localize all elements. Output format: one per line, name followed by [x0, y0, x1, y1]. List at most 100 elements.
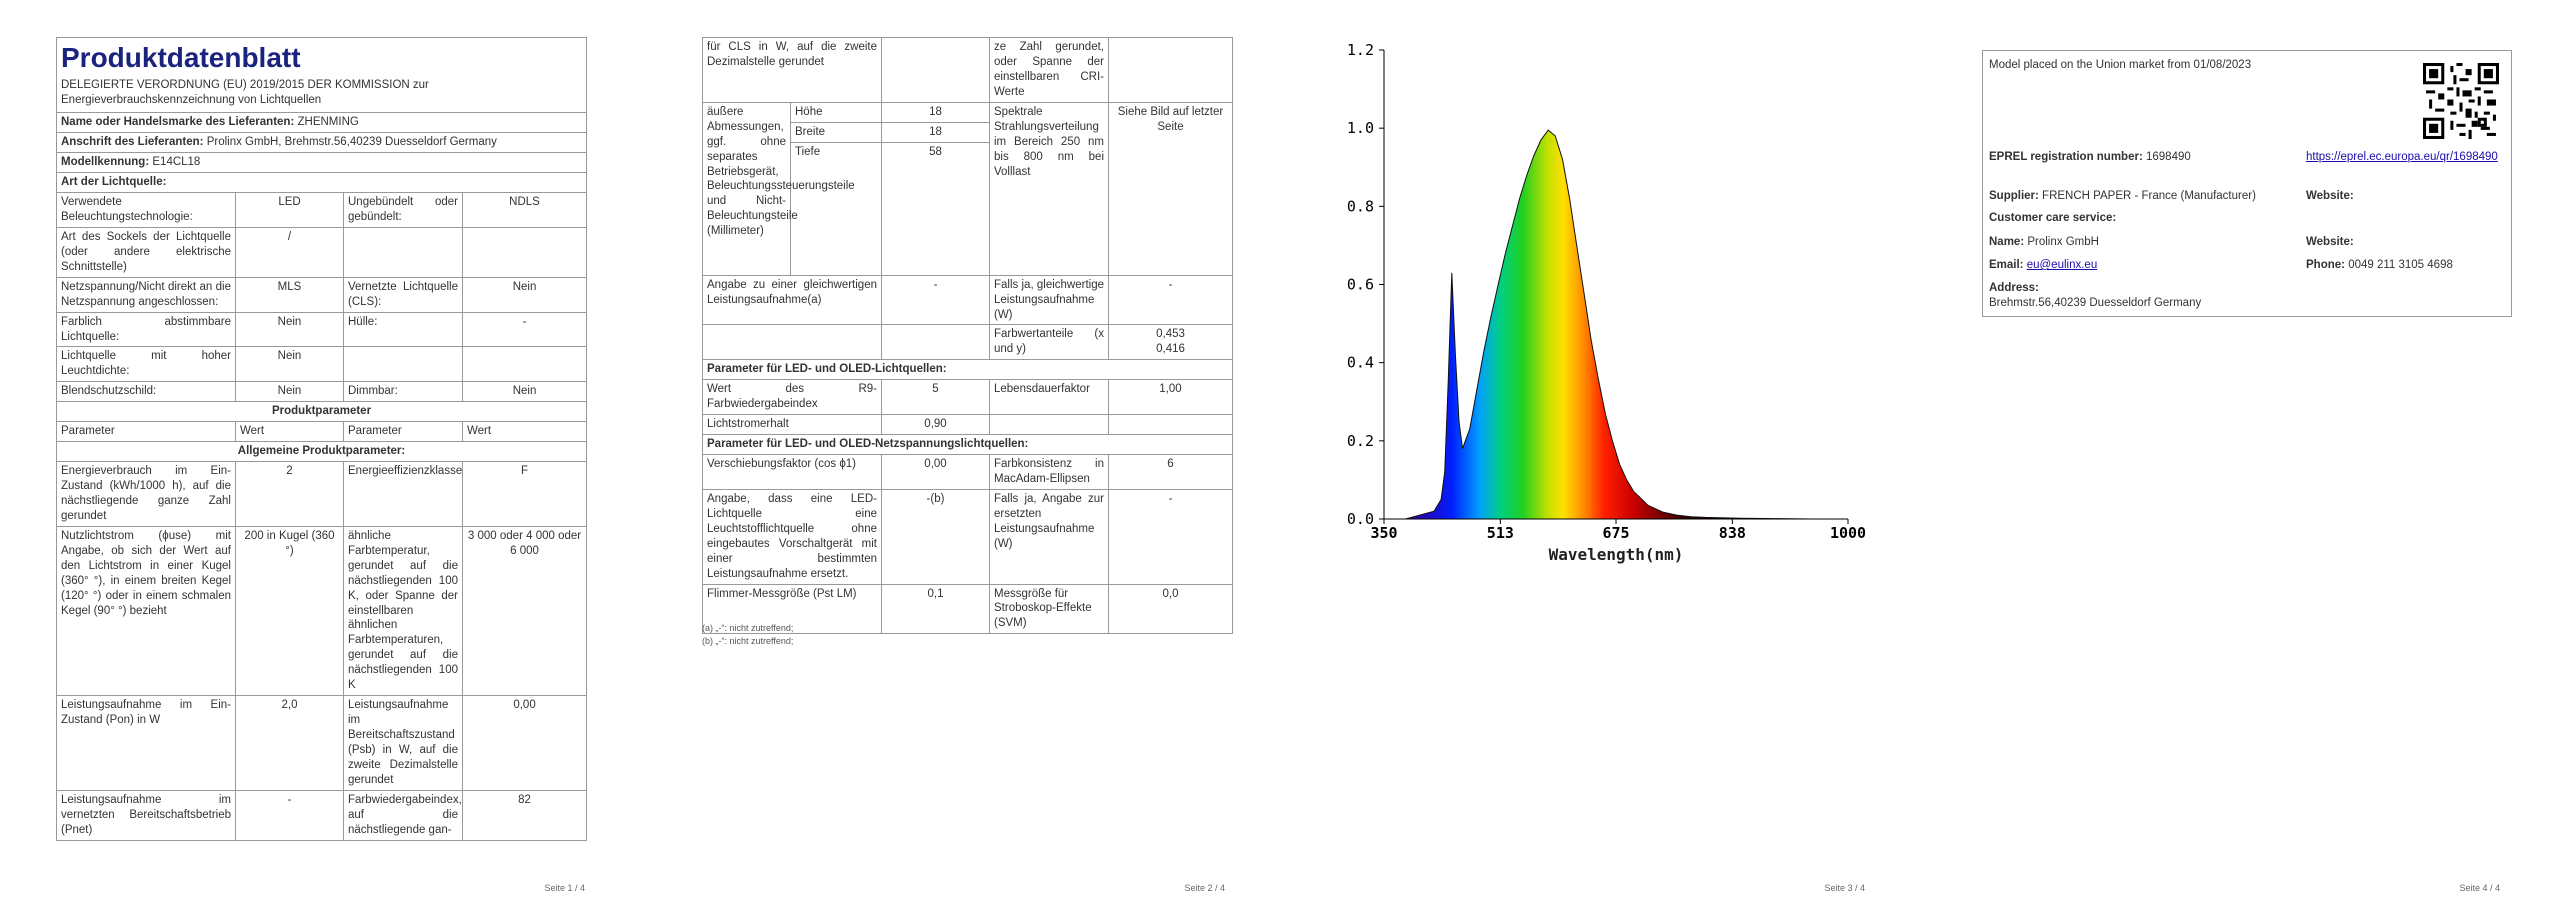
table-row: Farblich abstimmbare Lichtquelle: Nein Hü…	[56, 311, 588, 348]
y-tick-label: 0.0	[1347, 510, 1374, 528]
table-row: für CLS in W, auf die zweite Dezimalstel…	[702, 37, 1233, 103]
cell: -	[235, 789, 344, 841]
customer-care-label: Customer care service:	[1989, 212, 2117, 224]
table-header-row: Parameter Wert Parameter Wert	[56, 421, 588, 443]
cell: Vernetzte Lichtquelle (CLS):	[343, 276, 463, 313]
model-value: E14CL18	[152, 156, 201, 169]
cell: -	[881, 274, 990, 326]
supplier-label: Supplier:	[1989, 190, 2039, 202]
cell: 0,1	[881, 583, 990, 635]
cell: Siehe Bild auf letzter Seite	[1108, 101, 1233, 276]
table-row: Art des Sockels der Lichtquelle (oder an…	[56, 226, 588, 278]
cell: Farblich abstimmbare Lichtquelle:	[56, 311, 236, 348]
table-row: Lichtstromerhalt 0,90	[702, 414, 1233, 436]
mains-led-parameters-heading: Parameter für LED- und OLED-Netzspannung…	[702, 434, 1233, 455]
cell: 0,00	[461, 695, 588, 791]
table-row: Energieverbrauch im Ein-Zustand (kWh/100…	[56, 461, 588, 527]
model-label: Modellkennung:	[61, 156, 150, 169]
cell: Nein	[461, 381, 588, 403]
table-row: Blendschutzschild: Nein Dimmbar: Nein	[56, 381, 588, 403]
page-number: Seite 1 / 4	[544, 883, 585, 893]
y-tick-label: 0.2	[1347, 432, 1374, 450]
supplier-address-label: Anschrift des Lieferanten:	[61, 136, 204, 149]
cell: -	[1108, 274, 1233, 326]
cell: 200 in Kugel (360 °)	[235, 525, 344, 697]
name-value: Prolinx GmbH	[2027, 236, 2099, 248]
cell: Tiefe	[790, 141, 882, 276]
led-parameters-heading: Parameter für LED- und OLED-Lichtquellen…	[702, 359, 1233, 381]
regulation-subtitle: DELEGIERTE VERORDNUNG (EU) 2019/2015 DER…	[61, 79, 429, 107]
y-tick-label: 0.8	[1347, 197, 1374, 215]
email-link[interactable]: eu@eulinx.eu	[2026, 259, 2098, 271]
table-row: Verwendete Beleuchtungstechnologie: LED U…	[56, 192, 588, 228]
cell: Netzspannung/Nicht direkt an die Netzspa…	[56, 276, 236, 313]
light-source-type-heading: Art der Lichtquelle:	[55, 172, 588, 194]
datasheet-table-p1: Produktdatenblatt DELEGIERTE VERORDNUNG …	[55, 36, 588, 841]
page-number: Seite 3 / 4	[1824, 883, 1865, 893]
cell: Ungebündelt oder gebündelt:	[343, 192, 463, 228]
cell	[343, 226, 463, 278]
cell: 1,00	[1108, 379, 1233, 416]
page-4	[1920, 0, 2560, 905]
address-value: Brehmstr.56,40239 Duesseldorf Germany	[1989, 297, 2202, 309]
website-label-2: Website:	[2306, 236, 2354, 248]
cell: Energieeffizienzklasse	[343, 461, 463, 527]
spectrum-line	[1384, 129, 1848, 520]
table-row: Verschiebungsfaktor (cos ϕ1) 0,00 Farbkon…	[702, 454, 1233, 490]
page-3: 350 513 675 838 1000 0.0 0.2 0.4 0.6 0.8 1.0 1.2 Wa…	[1280, 0, 1920, 905]
cell: Leistungsaufnahme im Ein-Zustand (Pon) i…	[56, 695, 236, 791]
y-tick-label: 1.0	[1347, 119, 1374, 137]
cell: Farbwertanteile (x und y)	[989, 324, 1109, 361]
cell: 2	[235, 461, 344, 527]
cell: 5	[881, 379, 990, 416]
cell: 0,0	[1108, 583, 1233, 635]
general-parameters-heading: Allgemeine Produktparameter:	[55, 441, 588, 463]
cell: LED	[235, 192, 344, 228]
eprel-value: 1698490	[2146, 151, 2191, 163]
y-tick-label: 0.4	[1347, 354, 1374, 372]
cell: 18	[881, 101, 990, 123]
cell: F	[461, 461, 588, 527]
cell: Farbkonsistenz in MacAdam-Ellipsen	[989, 454, 1109, 490]
cell: Lebensdauerfaktor	[989, 379, 1109, 416]
market-date-text: Model placed on the Union market from 01…	[1989, 59, 2252, 71]
qr-code-icon	[2423, 63, 2499, 139]
eprel-label: EPREL registration number:	[1989, 151, 2143, 163]
footnote-b: (b) „-“: nicht zutreffend;	[702, 636, 794, 646]
cell: MLS	[235, 276, 344, 313]
x-tick-label: 513	[1487, 524, 1514, 542]
cell: -	[461, 311, 588, 348]
cell: Verwendete Beleuchtungstechnologie:	[56, 192, 236, 228]
eprel-info-box: Model placed on the Union market from 01…	[1982, 50, 2512, 317]
supplier-address-value: Prolinx GmbH, Brehmstr.56,40239 Duesseld…	[206, 136, 497, 149]
page-title: Produktdatenblatt	[61, 42, 301, 73]
cell: Farbwiedergabeindex, auf die nächstliege…	[343, 789, 463, 841]
cell: Höhe	[790, 101, 882, 123]
cell: Lichtquelle mit hoher Leuchtdichte:	[56, 346, 236, 383]
x-tick-label: 838	[1719, 524, 1746, 542]
x-axis-label: Wavelength(nm)	[1549, 545, 1684, 564]
axis-ticks: 350 513 675 838 1000 0.0 0.2 0.4 0.6 0.8 1.0 1.2	[1347, 41, 1866, 542]
cell: Leistungsaufnahme im Bereitschaftszustan…	[343, 695, 463, 791]
table-row: Flimmer-Messgröße (Pst LM) 0,1 Messgröße …	[702, 583, 1233, 635]
x-tick-label: 1000	[1830, 524, 1866, 542]
cell: 58	[881, 141, 990, 276]
cell: Flimmer-Messgröße (Pst LM)	[702, 583, 882, 635]
cell: Messgröße für Stroboskop-Effekte (SVM)	[989, 583, 1109, 635]
column-header: Parameter	[343, 421, 463, 443]
table-row: Netzspannung/Nicht direkt an die Netzspa…	[56, 276, 588, 313]
supplier-name-value: ZHENMING	[297, 116, 359, 129]
cell: 82	[461, 789, 588, 841]
email-label: Email:	[1989, 259, 2024, 271]
cell: Nein	[235, 381, 344, 403]
table-row: Wert des R9-Farbwiedergabeindex 5 Lebensd…	[702, 379, 1233, 416]
cell: für CLS in W, auf die zweite Dezimalstel…	[702, 37, 882, 103]
y-tick-label: 0.6	[1347, 276, 1374, 294]
cell: Verschiebungsfaktor (cos ϕ1)	[702, 454, 882, 490]
supplier-value: FRENCH PAPER - France (Manufacturer)	[2042, 190, 2256, 202]
eprel-link[interactable]: https://eprel.ec.europa.eu/qr/1698490	[2306, 151, 2498, 163]
table-row: Angabe, dass eine LED-Lichtquelle eine L…	[702, 488, 1233, 585]
page-number-4: Seite 4 / 4	[2459, 883, 2500, 893]
page-number: Seite 2 / 4	[1184, 883, 1225, 893]
phone-label: Phone:	[2306, 259, 2345, 271]
